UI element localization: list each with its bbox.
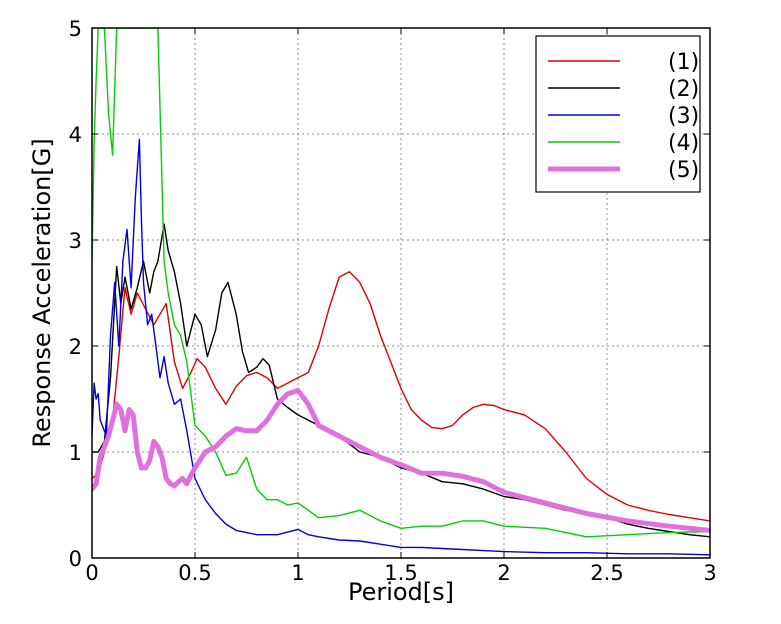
x-tick-label: 3: [703, 561, 716, 585]
legend-label-3: (3): [668, 104, 699, 129]
x-tick-label: 1.5: [384, 561, 417, 585]
y-axis-label: Response Acceleration[G]: [28, 138, 56, 447]
legend-label-2: (2): [668, 77, 699, 102]
x-tick-label: 0: [85, 561, 98, 585]
series-line-1: [92, 271, 710, 522]
x-tick-label: 2.5: [590, 561, 623, 585]
y-tick-label: 2: [69, 335, 82, 359]
y-tick-label: 0: [69, 547, 82, 571]
series-line-3: [92, 138, 710, 556]
legend: (1)(2)(3)(4)(5): [535, 35, 701, 193]
x-tick-label: 2: [497, 561, 510, 585]
series-line-5: [92, 388, 710, 533]
x-tick-label: 1: [291, 561, 304, 585]
legend-box: [535, 35, 701, 193]
y-tick-label: 4: [69, 123, 82, 147]
y-tick-label: 3: [69, 229, 82, 253]
tick-layer: 0 0.5 1 1.5 2 2.5 3 0 1 2 3 4 5: [69, 17, 717, 585]
series-layer: [92, 28, 710, 556]
series-line-4: [92, 28, 710, 538]
legend-label-4: (4): [668, 131, 699, 156]
legend-label-1: (1): [668, 50, 699, 75]
y-tick-label: 5: [69, 17, 82, 41]
y-tick-label: 1: [69, 441, 82, 465]
x-tick-label: 0.5: [178, 561, 211, 585]
legend-label-5: (5): [668, 158, 699, 183]
x-axis-label: Period[s]: [348, 578, 454, 606]
